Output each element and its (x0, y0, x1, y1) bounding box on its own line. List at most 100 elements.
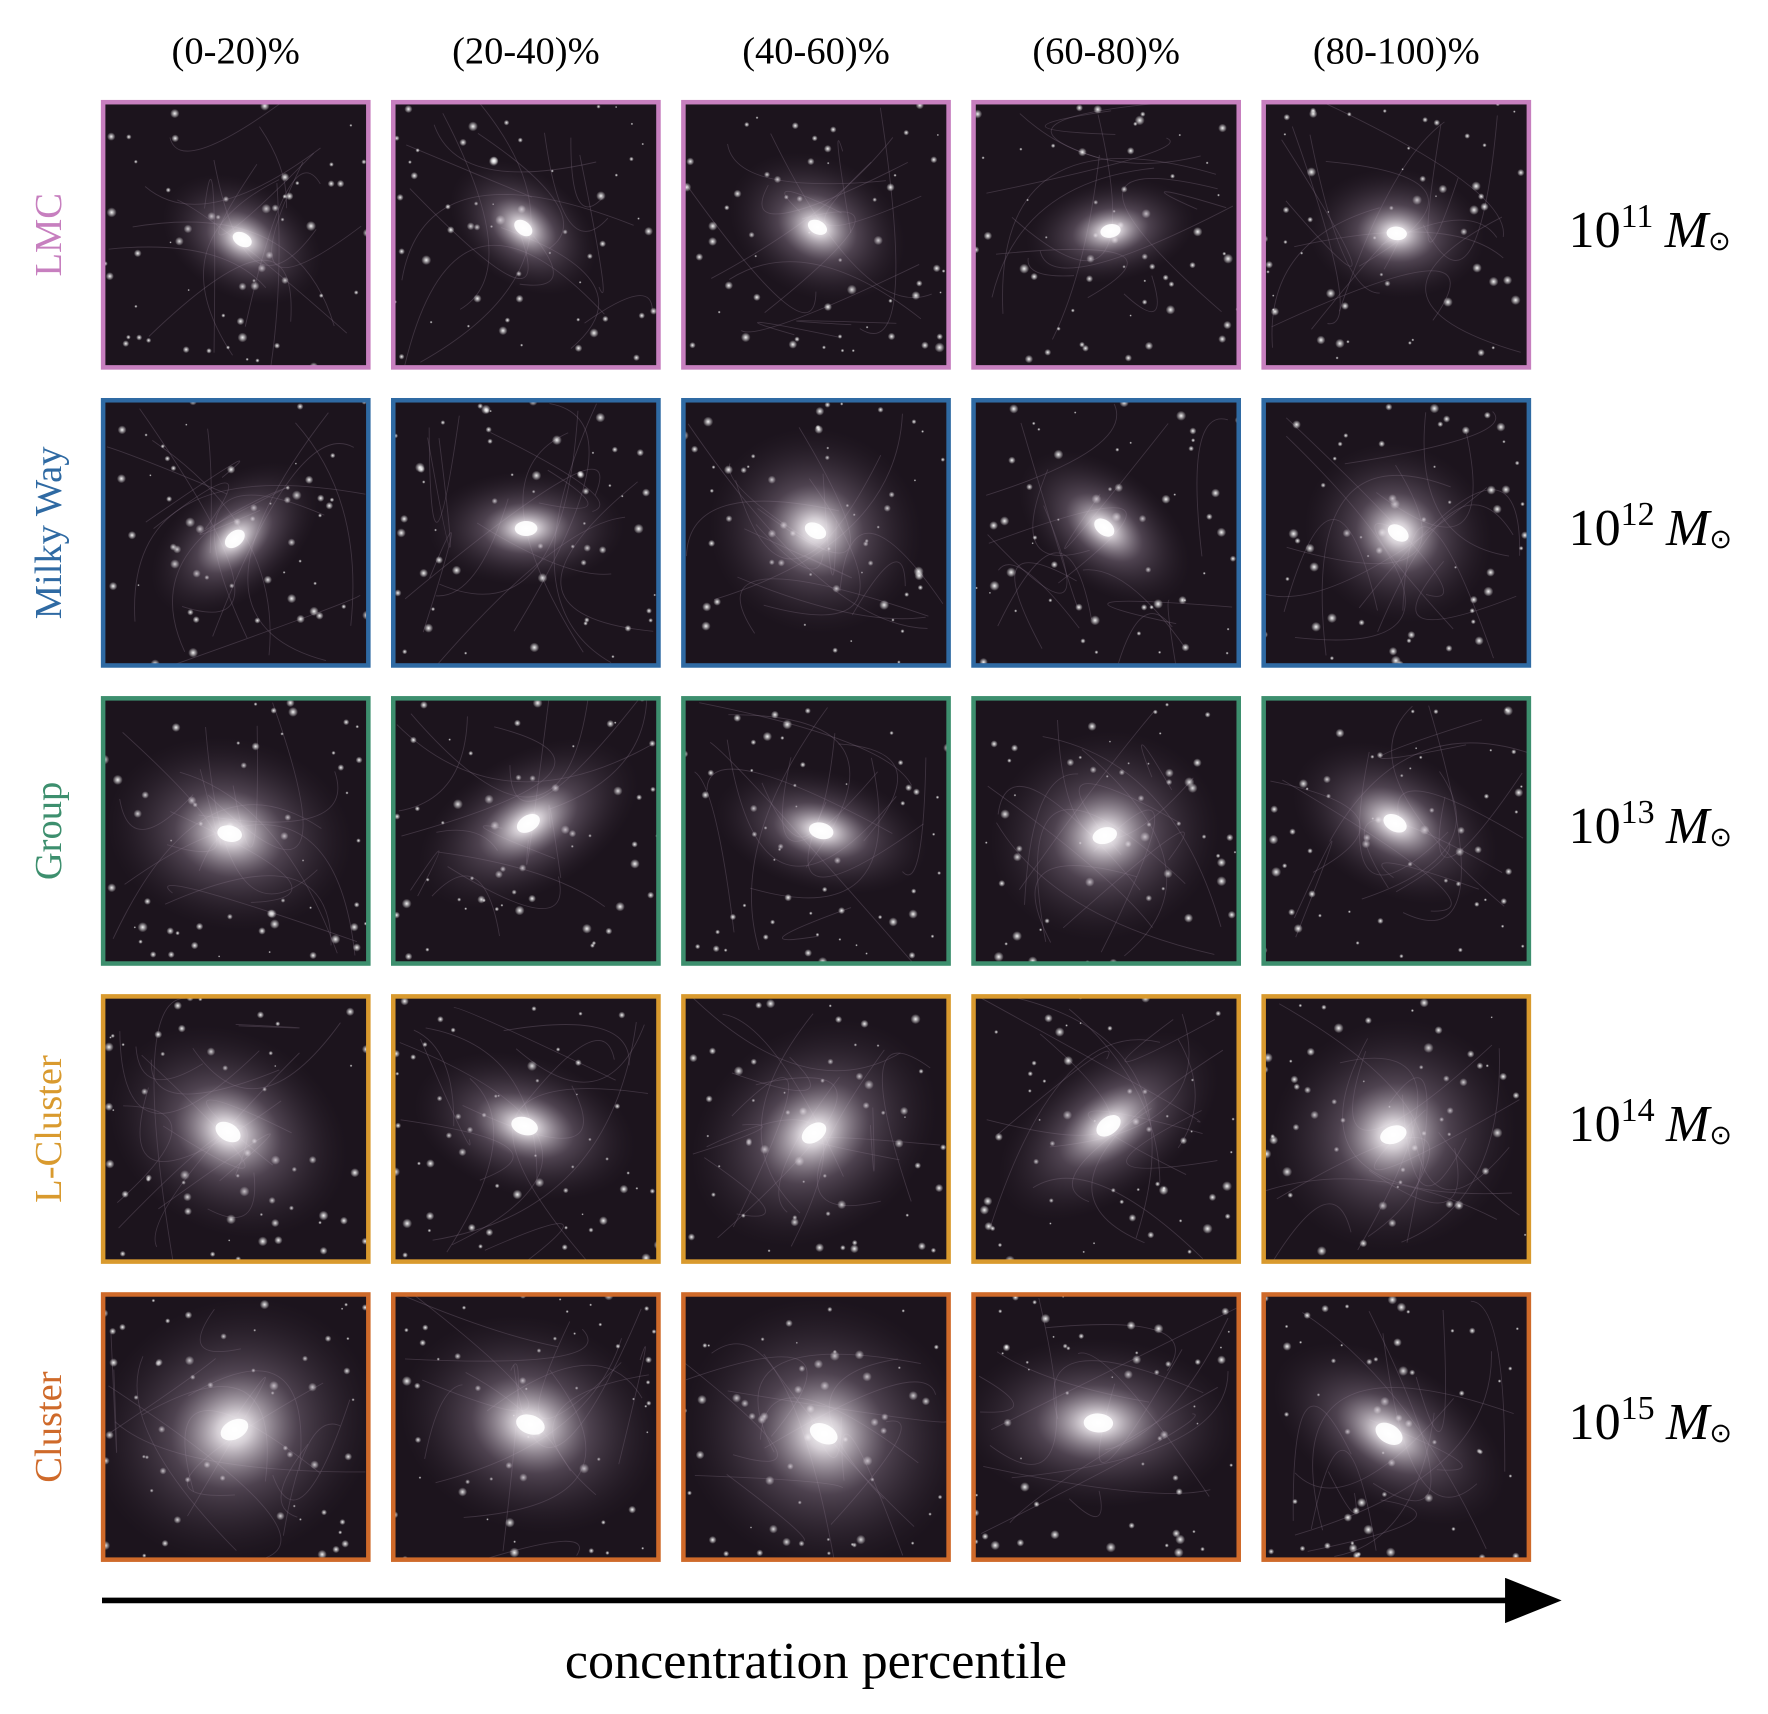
substructure (564, 1225, 568, 1230)
filament (757, 321, 839, 338)
substructure (398, 248, 405, 255)
substructure (136, 334, 143, 341)
substructure (983, 231, 993, 241)
halo-core (807, 219, 828, 235)
simulation-panel (103, 1294, 369, 1560)
substructure (280, 732, 284, 736)
substructure (935, 795, 940, 800)
substructure (686, 157, 695, 166)
substructure (1512, 110, 1516, 114)
substructure (1050, 1530, 1060, 1540)
substructure (1222, 251, 1227, 256)
substructure (701, 791, 710, 799)
substructure (423, 623, 434, 633)
substructure (755, 116, 759, 120)
substructure (891, 618, 895, 622)
substructure (1030, 272, 1038, 281)
mass-subscript: ⊙ (1709, 524, 1732, 554)
substructure (1031, 421, 1036, 426)
substructure (770, 919, 776, 925)
substructure (1514, 460, 1520, 466)
filament (985, 403, 1118, 496)
substructure (137, 922, 148, 933)
substructure (402, 649, 408, 655)
substructure (1202, 1223, 1213, 1234)
substructure (628, 1505, 637, 1514)
substructure (409, 736, 417, 744)
substructure (349, 922, 359, 932)
substructure (415, 148, 420, 153)
panel-border (100, 99, 371, 370)
substructure (635, 1186, 639, 1190)
substructure (1129, 314, 1132, 317)
substructure (606, 719, 615, 728)
substructure (851, 349, 855, 353)
substructure (694, 943, 701, 950)
substructure (576, 317, 581, 322)
substructure (1078, 147, 1087, 157)
halo-core (1094, 518, 1115, 537)
substructure (245, 357, 249, 361)
substructure (990, 740, 998, 748)
substructure (121, 1042, 125, 1047)
substructure (865, 952, 868, 955)
substructure (309, 951, 317, 960)
halo-core (516, 1414, 545, 1435)
substructure (1523, 1233, 1527, 1237)
substructure (702, 602, 712, 612)
mass-base: 10 (1569, 1096, 1621, 1153)
substructure (167, 951, 175, 959)
substructure (1293, 924, 1303, 934)
substructure (932, 832, 936, 836)
substructure (353, 290, 359, 295)
halo-core (232, 231, 252, 248)
substructure (828, 1004, 832, 1008)
filament (1196, 418, 1229, 557)
substructure (981, 1532, 989, 1540)
substructure (1411, 338, 1415, 342)
substructure (1048, 598, 1053, 603)
substructure (336, 179, 345, 188)
substructure (117, 425, 127, 435)
substructure (921, 429, 925, 433)
substructure (994, 1132, 1003, 1142)
substructure (914, 571, 924, 581)
substructure (1316, 335, 1326, 345)
substructure (1192, 758, 1202, 768)
substructure (687, 1490, 692, 1496)
substructure (170, 465, 177, 472)
substructure (581, 923, 592, 934)
mass-exponent: 12 (1621, 496, 1655, 533)
substructure (1321, 1004, 1327, 1010)
substructure (1406, 1309, 1411, 1314)
substructure (1024, 354, 1034, 364)
substructure (983, 1196, 993, 1206)
substructure (1070, 308, 1075, 313)
substructure (1346, 340, 1350, 344)
substructure (149, 951, 157, 958)
mass-exponent: 11 (1621, 198, 1654, 235)
filament (1014, 562, 1077, 649)
mass-unit: M (1665, 1394, 1712, 1451)
substructure (1406, 638, 1412, 644)
substructure (339, 1216, 348, 1225)
panel-border (1261, 696, 1532, 966)
substructure (1500, 924, 1505, 928)
substructure (1512, 1091, 1520, 1099)
substructure (649, 1188, 656, 1194)
substructure (1227, 1330, 1231, 1334)
substructure (417, 1161, 421, 1166)
substructure (578, 1011, 583, 1016)
substructure (630, 859, 640, 869)
substructure (888, 298, 893, 304)
halo-core (808, 822, 834, 840)
substructure (1514, 810, 1519, 814)
substructure (1482, 143, 1487, 148)
substructure (1093, 104, 1103, 114)
panel-border (1261, 397, 1532, 668)
substructure (329, 162, 334, 167)
substructure (690, 445, 699, 453)
substructure (708, 1047, 717, 1055)
panel-border (1261, 994, 1532, 1264)
